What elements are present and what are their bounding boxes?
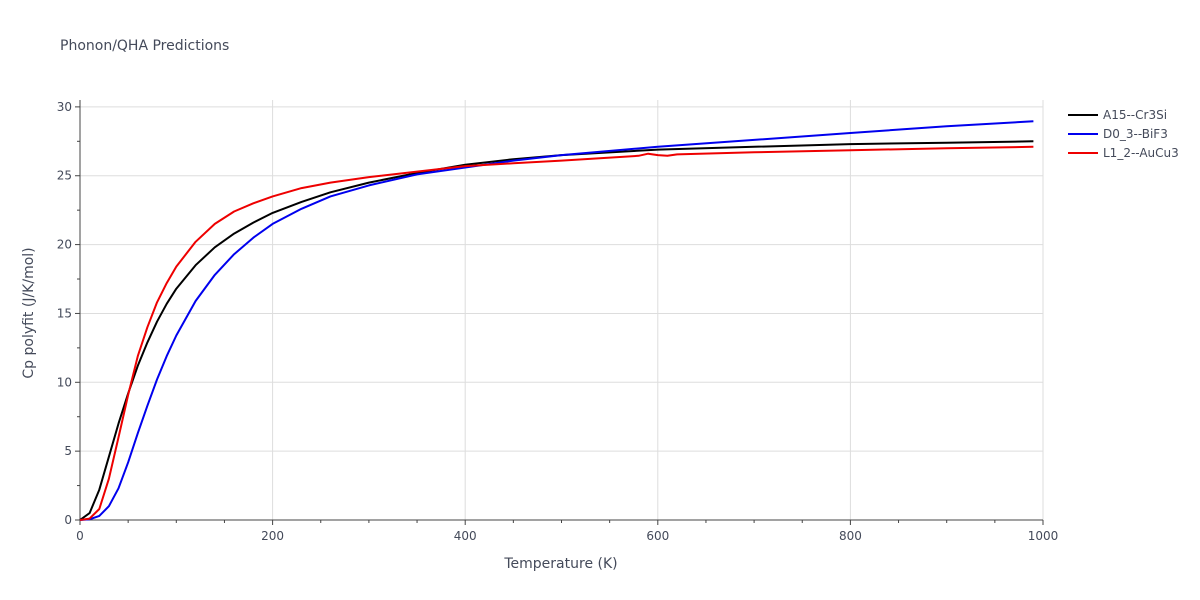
x-tick-label: 600: [646, 529, 669, 543]
series-line-2: [79, 145, 1034, 521]
axes: 0 200 400 600 800 1000 0 5 10 15 20 25 30: [57, 100, 1059, 543]
y-tick-label: 0: [64, 513, 72, 527]
legend[interactable]: A15--Cr3Si D0_3--BiF3 L1_2--AuCu3: [1068, 108, 1179, 160]
y-tick-label: 30: [57, 100, 72, 114]
y-tick-label: 15: [57, 306, 72, 320]
legend-label: L1_2--AuCu3: [1103, 146, 1179, 160]
x-tick-label: 400: [454, 529, 477, 543]
grid: [80, 100, 1044, 520]
plot-area: [79, 120, 1034, 521]
legend-item-0[interactable]: A15--Cr3Si: [1068, 108, 1167, 122]
x-axis-title: Temperature (K): [503, 556, 617, 572]
y-axis-title: Cp polyfit (J/K/mol): [21, 247, 37, 378]
chart-title: Phonon/QHA Predictions: [60, 38, 229, 54]
legend-item-1[interactable]: D0_3--BiF3: [1068, 127, 1168, 141]
x-tick-label: 800: [839, 529, 862, 543]
y-tick-label: 10: [57, 375, 72, 389]
legend-label: A15--Cr3Si: [1103, 108, 1167, 122]
x-tick-label: 0: [76, 529, 84, 543]
legend-item-2[interactable]: L1_2--AuCu3: [1068, 146, 1179, 160]
y-tick-label: 20: [57, 238, 72, 252]
y-tick-label: 25: [57, 169, 72, 183]
series-line-1: [79, 120, 1034, 521]
x-tick-label: 1000: [1028, 529, 1059, 543]
series-line-0: [79, 140, 1034, 521]
legend-label: D0_3--BiF3: [1103, 127, 1168, 141]
x-tick-label: 200: [261, 529, 284, 543]
y-tick-label: 5: [64, 444, 72, 458]
